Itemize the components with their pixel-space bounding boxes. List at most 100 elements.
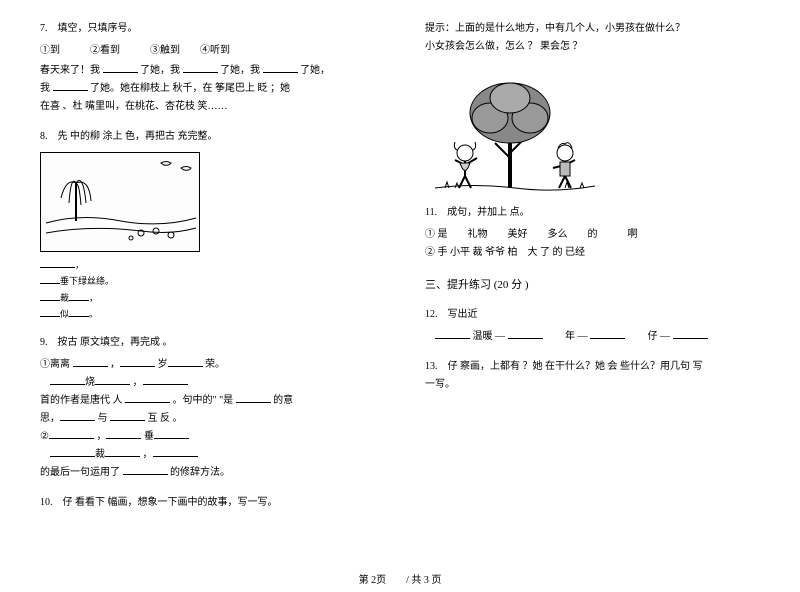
question-13: 13. 仔 察画，上都有 ？她 在干什么？她 会 些什么？用几句 写 一写。	[425, 358, 760, 394]
q12-l1c: 仔	[648, 331, 658, 342]
q7-l1c: 了她，我	[220, 65, 263, 76]
q12-l1: 温暖 — 年 — 仔 —	[425, 328, 760, 346]
q9-l5c: 垂	[144, 431, 154, 442]
blank	[673, 329, 708, 339]
blank	[125, 393, 170, 403]
q8-p3: 裁	[60, 293, 69, 303]
blank	[73, 357, 108, 367]
question-8: 8. 先 中的柳 涂上 色，再把古 充完整。	[40, 128, 375, 322]
q9-l5a: ②	[40, 431, 49, 442]
blank	[95, 375, 130, 385]
blank	[508, 329, 543, 339]
section-3-title: 三、提升练习 (20 分 )	[425, 276, 760, 296]
blank	[40, 291, 60, 301]
question-7: 7. 填空，只填序号。 ①到 ②看到 ③触到 ④听到 春天来了！我 了她，我 了…	[40, 20, 375, 116]
blank	[435, 329, 470, 339]
q9-l7b: 的修辞方法。	[170, 467, 230, 478]
blank	[123, 465, 168, 475]
q7-l2b: 了她。她在柳枝上 秋千，在 筝尾巴上 眨 ；她	[90, 83, 290, 94]
blank	[154, 429, 189, 439]
q7-l1d: 了她，	[300, 65, 330, 76]
blank	[168, 357, 203, 367]
q13-title2: 一写。	[425, 376, 760, 394]
q7-line1: 春天来了！我 了她，我 了她，我 了她，	[40, 62, 375, 80]
q7-line2: 我 了她。她在柳枝上 秋千，在 筝尾巴上 眨 ；她	[40, 80, 375, 98]
q8-title: 8. 先 中的柳 涂上 色，再把古 充完整。	[40, 128, 375, 146]
q7-options: ①到 ②看到 ③触到 ④听到	[40, 42, 375, 60]
left-column: 7. 填空，只填序号。 ①到 ②看到 ③触到 ④听到 春天来了！我 了她，我 了…	[40, 20, 375, 524]
q13-title: 13. 仔 察画，上都有 ？她 在干什么？她 会 些什么？用几句 写	[425, 358, 760, 376]
right-column: 提示：上面的是什么地方，中有几个人，小男孩在做什么？ 小女孩会怎么做，怎么 ？ …	[425, 20, 760, 524]
blank	[236, 393, 271, 403]
q7-l1b: 了她，我	[140, 65, 183, 76]
q9-l1b: ，	[110, 359, 120, 370]
q9-l3: 首的作者是唐代 人 。句中的" "是 的意	[40, 392, 375, 410]
blank	[69, 307, 89, 317]
q9-l2: 烧 ，	[40, 374, 375, 392]
q12-title: 12. 写出近	[425, 306, 760, 324]
q8-poem: ， 垂下绿丝绦。 裁， 似。	[40, 258, 375, 322]
q7-l2a: 我	[40, 83, 53, 94]
blank	[40, 307, 60, 317]
blank	[143, 375, 188, 385]
question-12: 12. 写出近 温暖 — 年 — 仔 —	[425, 306, 760, 346]
q9-l6a: 裁	[95, 449, 105, 460]
blank	[60, 411, 95, 421]
q9-l2b: ，	[133, 377, 143, 388]
q12-l1b: 年	[565, 331, 575, 342]
q9-l5b: ，	[96, 431, 106, 442]
q7-title: 7. 填空，只填序号。	[40, 20, 375, 38]
q10-title: 10. 仔 看看下 幅画，想象一下画中的故事，写一写。	[40, 494, 375, 512]
q9-l3c: 的意	[273, 395, 293, 406]
blank	[106, 429, 141, 439]
question-10: 10. 仔 看看下 幅画，想象一下画中的故事，写一写。	[40, 494, 375, 512]
q9-l4a: 思，	[40, 413, 60, 424]
q9-l2a: 烧	[85, 377, 95, 388]
q9-l6b: ，	[143, 449, 153, 460]
q9-l4c: 互 反 。	[148, 413, 183, 424]
blank	[50, 375, 85, 385]
blank	[40, 258, 75, 268]
q9-l6: 裁 ，	[40, 446, 375, 464]
page-footer: 第 2页 / 共 3 页	[0, 571, 800, 586]
blank	[50, 447, 95, 457]
q11-title: 11. 成句，并加上 点。	[425, 204, 760, 222]
blank	[69, 291, 89, 301]
blank	[49, 429, 94, 439]
q12-l1a: 温暖	[473, 331, 493, 342]
hint-l2: 小女孩会怎么做，怎么 ？ 果会怎 ？	[425, 38, 760, 56]
q7-l1a: 春天来了！我	[40, 65, 103, 76]
q9-l7: 的最后一句运用了 的修辞方法。	[40, 464, 375, 482]
blank	[263, 63, 298, 73]
question-9: 9. 按古 原文填空，再完成 。 ①离离 ， 岁 荣。 烧 ， 首的作者是唐代 …	[40, 334, 375, 482]
q7-line3: 在喜 、杜 嘴里叫，在桃花、杏花枝 笑……	[40, 98, 375, 116]
q8-image	[40, 152, 200, 252]
blank	[590, 329, 625, 339]
blank	[183, 63, 218, 73]
q9-l1d: 荣。	[205, 359, 225, 370]
blank	[120, 357, 155, 367]
blank	[153, 447, 198, 457]
q11-l1: ① 是 礼物 美好 多么 的 啊	[425, 226, 760, 244]
q9-title: 9. 按古 原文填空，再完成 。	[40, 334, 375, 352]
hint-block: 提示：上面的是什么地方，中有几个人，小男孩在做什么？ 小女孩会怎么做，怎么 ？ …	[425, 20, 760, 56]
blank	[110, 411, 145, 421]
q9-l4b: 与	[98, 413, 111, 424]
q11-l2: ② 手 小平 裁 爷爷 柏 大 了 的 已经	[425, 244, 760, 262]
q9-l7a: 的最后一句运用了	[40, 467, 123, 478]
q9-l1: ①离离 ， 岁 荣。	[40, 356, 375, 374]
q9-l3a: 首的作者是唐代 人	[40, 395, 125, 406]
hint-l1: 提示：上面的是什么地方，中有几个人，小男孩在做什么？	[425, 20, 760, 38]
blank	[40, 274, 60, 284]
blank	[103, 63, 138, 73]
blank	[53, 81, 88, 91]
q9-l1c: 岁	[158, 359, 168, 370]
q9-l1a: ①离离	[40, 359, 73, 370]
q9-l3b: 。句中的" "是	[173, 395, 236, 406]
story-image	[425, 68, 605, 198]
blank	[105, 447, 140, 457]
q8-p2: 垂下绿丝绦。	[60, 276, 114, 286]
q9-l4: 思， 与 互 反 。	[40, 410, 375, 428]
q8-p4: 似	[60, 309, 69, 319]
q9-l5: ② ， 垂	[40, 428, 375, 446]
